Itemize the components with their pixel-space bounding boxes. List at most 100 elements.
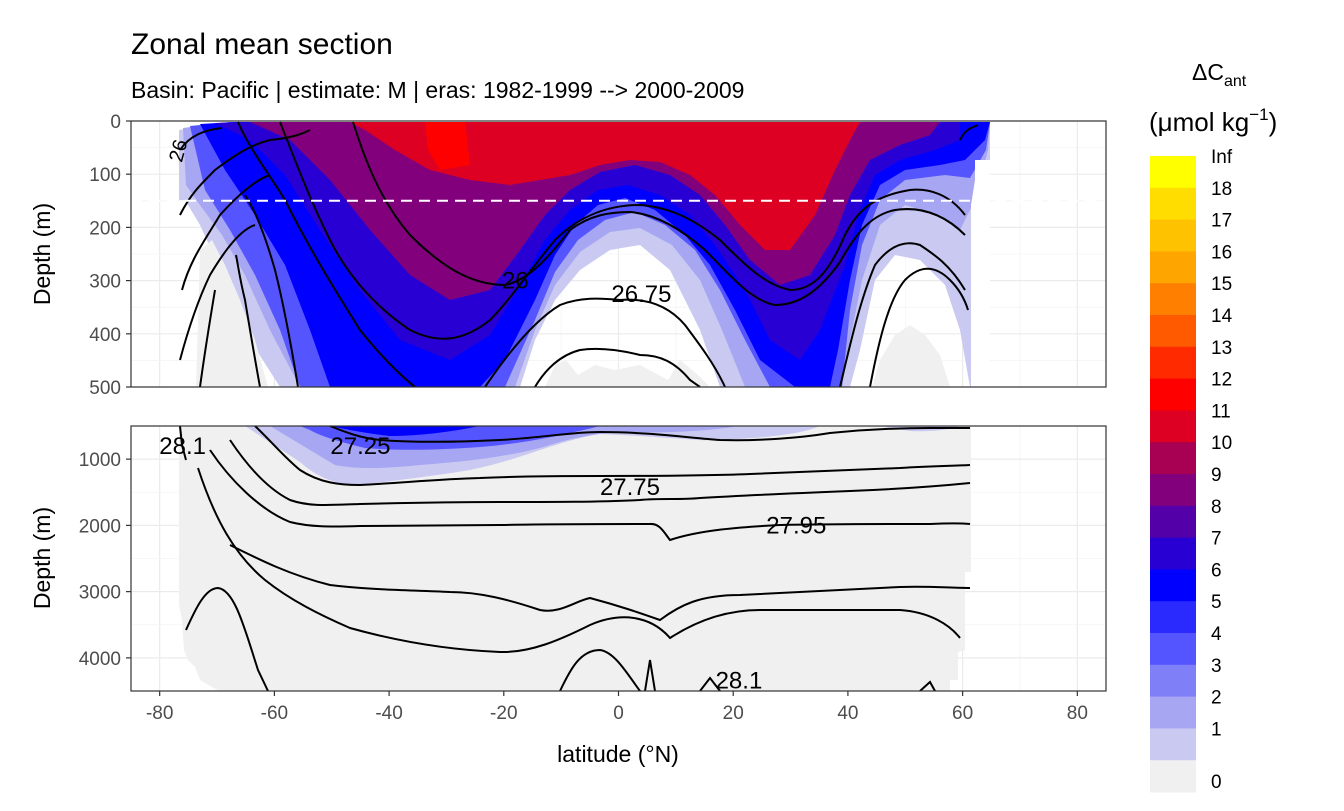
contour-label: 26 <box>502 268 529 295</box>
legend-unit-text: (μmol kg <box>1149 107 1249 137</box>
chart-subtitle: Basin: Pacific | estimate: M | eras: 198… <box>131 77 744 103</box>
color-legend: ΔCant (μmol kg−1) Inf1817161514131211109… <box>1149 59 1277 793</box>
legend-label: 13 <box>1211 338 1232 359</box>
top-field-band-11 <box>350 122 860 250</box>
y-tick-label: 300 <box>89 272 121 293</box>
top-isopycnal-9 <box>235 254 261 387</box>
bottom-isopycnal-7 <box>229 544 971 622</box>
top-isopycnal-7 <box>179 224 256 361</box>
legend-key <box>1150 251 1196 284</box>
legend-label: 14 <box>1211 306 1233 327</box>
top-isopycnal-15 <box>959 124 979 141</box>
x-tick-label: 40 <box>837 703 858 724</box>
legend-key <box>1150 219 1196 252</box>
top-panel-field <box>179 122 990 387</box>
y-tick-label: 1000 <box>79 450 121 471</box>
legend-key <box>1150 283 1196 316</box>
bottom-isopycnal-2 <box>329 426 970 443</box>
legend-label: 7 <box>1211 529 1222 550</box>
legend-label: 8 <box>1211 497 1222 518</box>
legend-key <box>1150 537 1196 570</box>
top-panel-y-axis: 0 100 200 300 400 500 <box>89 112 131 399</box>
y-tick-label: 200 <box>89 218 121 239</box>
contour-label: 27.75 <box>600 474 660 501</box>
y-axis-title-bottom: Depth (m) <box>29 507 55 609</box>
legend-key <box>1150 505 1196 539</box>
legend-label: 10 <box>1211 433 1232 454</box>
top-isopycnal-14 <box>869 267 969 387</box>
legend-key <box>1150 633 1196 666</box>
legend-key <box>1150 601 1196 634</box>
top-field-band-0-north <box>872 325 950 387</box>
legend-label: 11 <box>1211 401 1231 422</box>
bottom-contour-labels: 28.1 27.25 27.75 27.95 28.1 <box>159 433 826 695</box>
top-isopycnal-11 <box>534 347 701 387</box>
top-isopycnal-3 <box>352 121 966 307</box>
y-axis-title-top: Depth (m) <box>29 203 55 305</box>
top-field-band-0-south <box>196 240 268 387</box>
legend-label: 2 <box>1211 688 1222 709</box>
x-tick-label: 60 <box>952 703 973 724</box>
legend-label: 12 <box>1211 370 1232 391</box>
x-tick-label: -80 <box>146 703 173 724</box>
top-isopycnal-1 <box>237 121 416 387</box>
legend-label: 18 <box>1211 179 1232 200</box>
y-tick-label: 400 <box>89 325 121 346</box>
legend-title-subscript: ant <box>1224 73 1247 90</box>
legend-unit: (μmol kg−1) <box>1149 105 1277 137</box>
contour-label: 27.95 <box>766 512 826 539</box>
legend-label: 9 <box>1211 465 1222 486</box>
legend-label: 4 <box>1211 624 1222 645</box>
x-tick-label: 20 <box>723 703 744 724</box>
top-isopycnal-4 <box>179 129 311 216</box>
legend-label: 6 <box>1211 560 1222 581</box>
legend-key <box>1150 442 1196 475</box>
contour-label: 26.75 <box>611 281 671 308</box>
top-isopycnal-5 <box>179 127 223 151</box>
x-tick-label: -40 <box>375 703 402 724</box>
bottom-isopycnal-4 <box>229 439 971 507</box>
legend-label: 1 <box>1211 719 1222 740</box>
contour-label: 27.25 <box>330 433 390 460</box>
x-axis: -80 -60 -40 -20 0 20 40 60 80 <box>146 691 1088 724</box>
bottom-isopycnal-6 <box>197 467 961 654</box>
legend-key <box>1150 474 1196 507</box>
x-tick-label: 0 <box>613 703 624 724</box>
legend-key <box>1150 346 1196 380</box>
x-tick-label: 80 <box>1067 703 1088 724</box>
bottom-isopycnal-8 <box>185 586 269 691</box>
top-isopycnal-6 <box>181 174 271 291</box>
x-tick-label: -60 <box>261 703 288 724</box>
legend-title: ΔCant <box>1192 59 1247 90</box>
x-tick-label: -20 <box>490 703 517 724</box>
legend-label: Inf <box>1211 147 1233 168</box>
legend-label: 3 <box>1211 656 1222 677</box>
legend-key <box>1150 315 1196 348</box>
legend-label: 17 <box>1211 211 1232 232</box>
legend-label: 16 <box>1211 242 1232 263</box>
top-field-white-mask-east <box>971 160 990 387</box>
bottom-panel-contours <box>179 426 971 691</box>
bottom-panel-field <box>179 426 971 691</box>
top-isopycnal-2 <box>279 121 966 340</box>
bottom-panel: 28.1 27.25 27.75 27.95 28.1 1000 2000 3000 4000… <box>79 425 1107 724</box>
legend-title-main: ΔC <box>1192 59 1224 85</box>
y-tick-label: 500 <box>89 378 121 399</box>
contour-label: 28.1 <box>159 433 206 460</box>
bottom-field-band-6 <box>330 426 480 436</box>
x-axis-title: latitude (°N) <box>557 741 679 767</box>
legend-unit-close: ) <box>1269 107 1278 137</box>
top-field-band-0-equator <box>545 360 710 387</box>
bottom-isopycnal-5 <box>209 449 971 542</box>
y-tick-label: 100 <box>89 165 121 186</box>
bottom-isopycnal-3 <box>254 426 971 487</box>
y-tick-label: 0 <box>110 112 121 133</box>
top-panel-border <box>130 120 1107 388</box>
legend-label: 15 <box>1211 274 1232 295</box>
top-isopycnal-13 <box>839 242 966 387</box>
top-isopycnal-8 <box>199 289 216 387</box>
legend-key <box>1150 187 1196 221</box>
top-field-band-12 <box>425 122 470 170</box>
